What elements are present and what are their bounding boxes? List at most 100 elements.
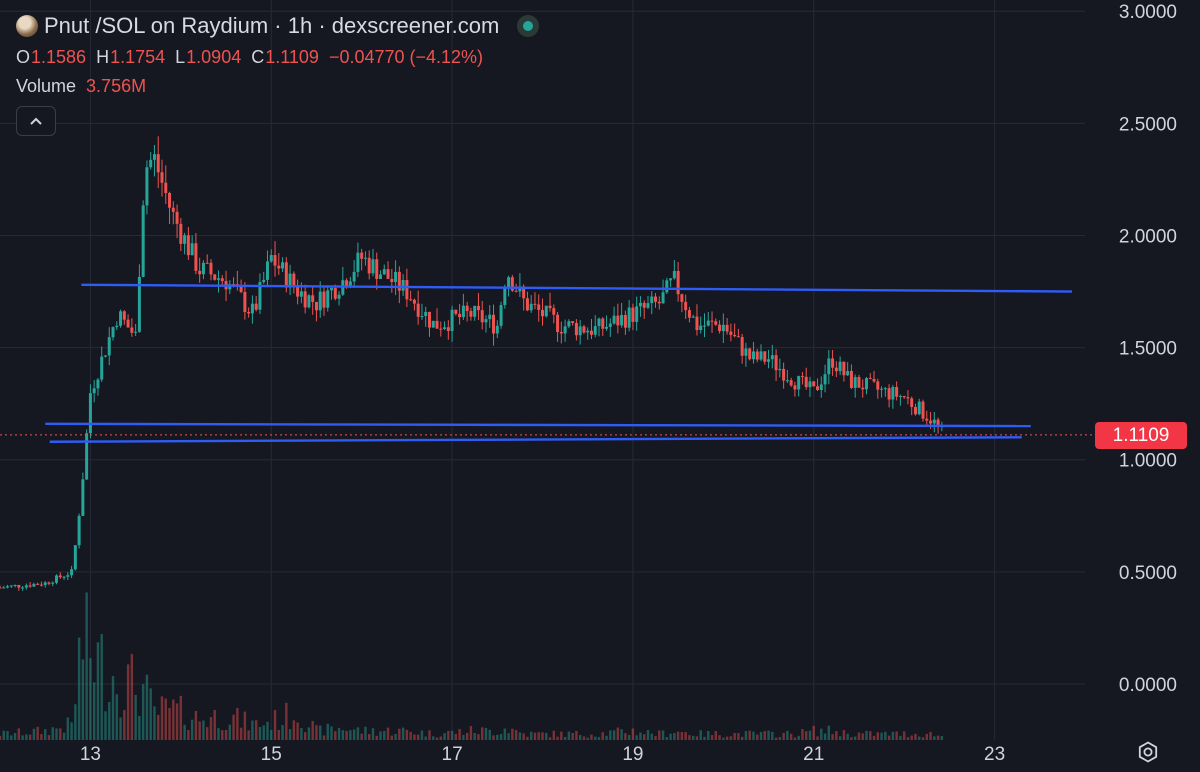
volume-bar: [281, 725, 284, 740]
volume-bar: [673, 733, 676, 740]
volume-bar: [887, 735, 891, 740]
volume-bar: [164, 698, 167, 740]
volume-bar: [432, 736, 435, 740]
volume-bar: [808, 730, 812, 740]
collapse-legend-button[interactable]: [16, 106, 56, 136]
volume-bar: [368, 734, 371, 740]
change-value: −0.04770 (−4.12%): [328, 46, 484, 67]
candle-body: [156, 154, 160, 173]
volume-bar: [303, 732, 307, 740]
candle-body: [729, 331, 733, 335]
volume-bar: [307, 727, 311, 740]
candle-body: [834, 367, 838, 372]
volume-bar: [36, 726, 39, 740]
x-tick-label: 19: [622, 744, 643, 765]
volume-bar: [0, 735, 2, 740]
candle-body: [714, 321, 718, 325]
candle-body: [168, 193, 172, 208]
candle-body: [691, 316, 695, 318]
volume-bar: [17, 728, 21, 740]
candle-body: [299, 291, 303, 297]
volume-bar: [850, 737, 853, 740]
volume-bar: [232, 714, 235, 740]
candle-body: [55, 575, 59, 583]
volume-bar: [326, 723, 329, 740]
volume-bar: [801, 729, 804, 740]
candle-body: [371, 259, 375, 274]
candle-body: [883, 388, 887, 390]
candle-body: [567, 321, 571, 327]
candle-body: [152, 154, 156, 160]
volume-bar: [496, 734, 499, 740]
candle-body: [43, 582, 47, 585]
volume-label: Volume: [16, 75, 77, 96]
volume-bar: [665, 737, 669, 740]
y-tick-label: 1.5000: [1119, 339, 1177, 360]
candle-body: [733, 334, 737, 337]
volume-bar: [812, 725, 815, 740]
volume-bar: [714, 731, 717, 740]
gear-icon[interactable]: [1136, 740, 1160, 764]
volume-bar: [183, 724, 186, 740]
volume-bar: [145, 674, 149, 740]
candle-body: [507, 277, 511, 287]
candle-body: [394, 271, 398, 283]
volume-bar: [111, 676, 115, 740]
candle-body: [849, 370, 853, 388]
candle-body: [789, 380, 793, 386]
candle-body: [186, 235, 190, 256]
candle-body: [495, 325, 499, 334]
volume-bar: [763, 731, 766, 740]
volume-bar: [481, 727, 484, 740]
volume-bar: [77, 637, 81, 740]
candle-body: [725, 324, 729, 332]
volume-bar: [21, 735, 24, 740]
volume-bar: [771, 731, 774, 740]
volume-bar: [729, 736, 733, 740]
candle-body: [111, 327, 115, 338]
candle-body: [650, 296, 654, 304]
volume-bar: [635, 735, 638, 740]
candle-body: [597, 318, 601, 327]
volume-bar: [556, 736, 559, 740]
volume-bar: [352, 729, 356, 740]
candle-body: [785, 380, 789, 382]
candle-body: [62, 576, 66, 578]
trendline[interactable]: [45, 422, 1031, 428]
candle-body: [936, 419, 940, 425]
volume-bar: [895, 731, 898, 740]
candle-body: [571, 321, 575, 324]
volume-bar: [842, 730, 846, 740]
volume-bar: [258, 727, 262, 740]
candle-body: [823, 374, 827, 385]
y-axis: 3.0000 2.5000 2.0000 1.5000 1.0000 0.5000 0.00…: [1119, 2, 1177, 696]
candle-body: [205, 262, 209, 264]
volume-bar: [28, 734, 32, 740]
candle-body: [718, 324, 722, 332]
volume-bar: [270, 729, 273, 740]
volume-bar: [315, 725, 318, 740]
chevron-up-icon: [30, 117, 42, 125]
volume-bar: [831, 734, 834, 740]
volume-bar: [239, 727, 243, 740]
volume-bar: [450, 730, 454, 740]
candle-body: [665, 280, 669, 293]
volume-bar: [424, 736, 427, 740]
volume-bar: [44, 729, 47, 740]
candle-body: [17, 585, 21, 588]
volume-bar: [891, 731, 895, 740]
volume-bar: [563, 736, 567, 740]
title-row: Pnut /SOL on Raydium · 1h · dexscreener.…: [16, 10, 540, 42]
candle-body: [122, 311, 126, 320]
volume-bar: [134, 694, 137, 740]
candle-body: [314, 301, 318, 311]
volume-bar: [737, 733, 740, 740]
trendline[interactable]: [81, 283, 1073, 293]
volume-bar: [25, 734, 28, 740]
candle-body: [589, 330, 593, 335]
trendline[interactable]: [49, 436, 1022, 443]
volume-bar: [251, 720, 254, 740]
candle-body: [514, 290, 518, 292]
candle-body: [880, 388, 884, 390]
